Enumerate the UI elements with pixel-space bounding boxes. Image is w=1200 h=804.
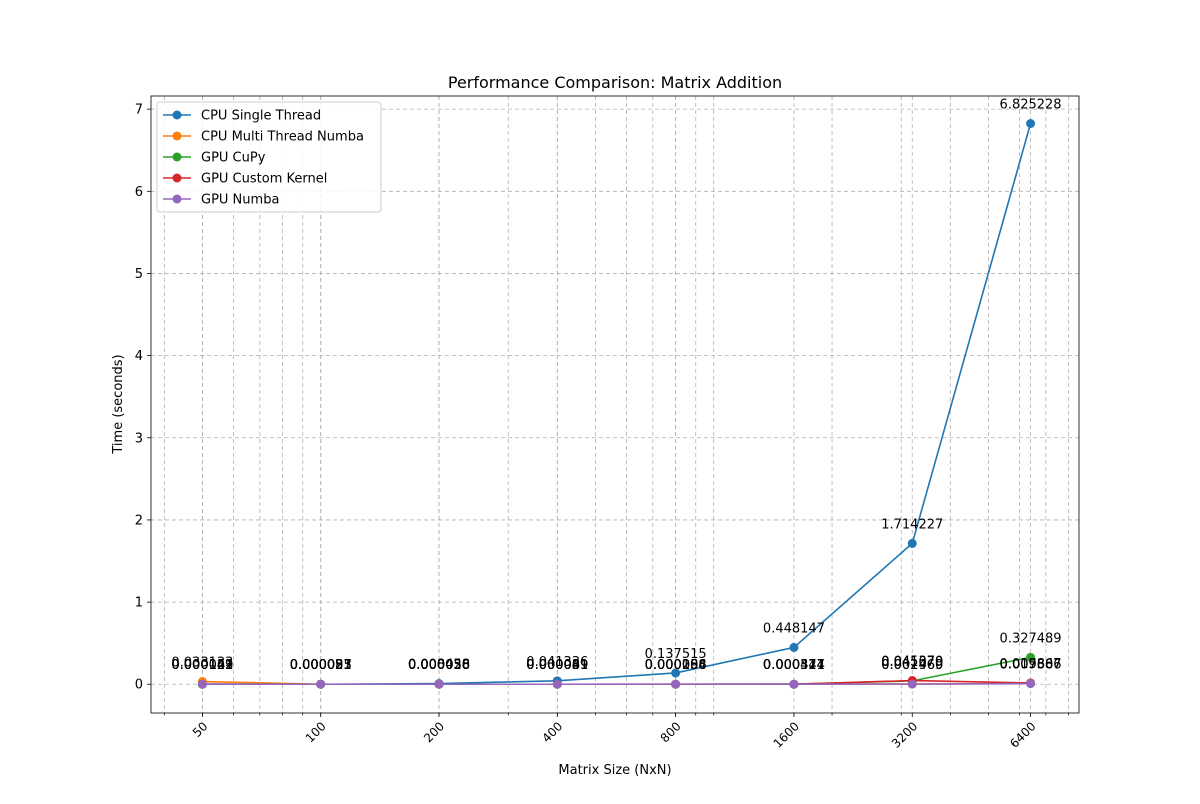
data-label: 0.000541 — [763, 658, 825, 673]
x-axis-label: Matrix Size (NxN) — [558, 763, 671, 778]
legend-entry-label: GPU Numba — [201, 193, 279, 208]
data-point — [197, 679, 207, 689]
y-tick-label: 3 — [135, 431, 143, 446]
y-tick-label: 5 — [135, 267, 143, 282]
y-axis-label: Time (seconds) — [111, 354, 126, 454]
data-point — [671, 679, 681, 689]
y-tick-label: 7 — [135, 103, 143, 118]
data-label: 0.000162 — [171, 658, 233, 673]
data-label: 0.041079 — [881, 655, 943, 670]
data-label: 0.137515 — [645, 647, 707, 662]
data-label: 0.000084 — [645, 658, 707, 673]
legend-box — [156, 101, 382, 213]
data-label: 0.000026 — [408, 658, 470, 673]
data-label: 0.000039 — [526, 658, 588, 673]
legend-entry-label: CPU Multi Thread Numba — [201, 130, 364, 145]
legend-swatch-marker — [172, 152, 182, 162]
data-label: 0.000049 — [171, 658, 233, 673]
legend-entry-label: GPU Custom Kernel — [201, 172, 327, 187]
data-label: 0.007607 — [1000, 658, 1062, 673]
data-label: 1.714227 — [881, 517, 943, 532]
data-point — [552, 679, 562, 689]
plot-frame — [150, 95, 1080, 714]
data-point — [1026, 652, 1036, 662]
legend-swatch-marker — [172, 173, 182, 183]
data-label: 0.009386 — [1000, 657, 1062, 672]
y-tick-label: 1 — [135, 596, 143, 611]
data-point — [907, 679, 917, 689]
data-label: 0.000087 — [290, 658, 352, 673]
legend-swatch-marker — [172, 194, 182, 204]
data-label: 0.008458 — [408, 658, 470, 673]
data-point — [1026, 119, 1036, 129]
y-tick-label: 4 — [135, 349, 143, 364]
data-label: 0.000030 — [408, 658, 470, 673]
data-label: 0.000021 — [290, 658, 352, 673]
data-point — [671, 668, 681, 678]
data-label: 0.000041 — [526, 658, 588, 673]
y-tick-label: 0 — [135, 678, 143, 693]
data-label: 0.000204 — [645, 658, 707, 673]
legend: CPU Single Thread CPU Multi Thread Numba G… — [156, 101, 382, 213]
series-line — [202, 682, 1031, 686]
legend-swatch-marker — [172, 131, 182, 141]
data-label: 0.033133 — [171, 656, 233, 671]
data-labels: 0.000049 0.000093 0.008458 0.041336 0.137515… — [171, 98, 1061, 674]
data-point — [1026, 679, 1036, 689]
data-label: 0.015867 — [1000, 657, 1062, 672]
data-label: 0.327489 — [1000, 631, 1062, 646]
data-label: 0.448147 — [763, 621, 825, 636]
legend-swatch-marker — [172, 110, 182, 120]
data-label: 0.000069 — [526, 658, 588, 673]
data-label: 0.000057 — [290, 658, 352, 673]
data-label: 0.000058 — [408, 658, 470, 673]
data-point — [316, 679, 326, 689]
data-label: 6.825228 — [1000, 98, 1062, 113]
data-label: 0.000093 — [290, 658, 352, 673]
data-label: 0.000081 — [526, 658, 588, 673]
data-label: 0.041336 — [526, 655, 588, 670]
chart-title: Performance Comparison: Matrix Addition — [448, 73, 782, 92]
data-label: 0.000025 — [290, 658, 352, 673]
data-point — [789, 642, 799, 652]
data-point — [907, 538, 917, 548]
data-label: 0.000096 — [645, 658, 707, 673]
series-layer — [197, 119, 1036, 689]
data-label: 0.000314 — [763, 658, 825, 673]
data-label: 0.000036 — [408, 658, 470, 673]
data-label: 0.000474 — [763, 658, 825, 673]
data-point — [789, 679, 799, 689]
data-label: 0.000327 — [763, 658, 825, 673]
legend-entry-label: GPU CuPy — [201, 151, 266, 166]
data-label: 0.002469 — [881, 658, 943, 673]
data-label: 0.001960 — [881, 658, 943, 673]
y-tick-label: 2 — [135, 513, 143, 528]
legend-entry-label: CPU Single Thread — [201, 109, 321, 124]
data-label: 0.000158 — [645, 658, 707, 673]
y-tick-label: 6 — [135, 185, 143, 200]
data-point — [434, 679, 444, 689]
data-label: 0.000141 — [171, 658, 233, 673]
data-label: 0.000123 — [171, 658, 233, 673]
data-label: 0.045370 — [881, 655, 943, 670]
